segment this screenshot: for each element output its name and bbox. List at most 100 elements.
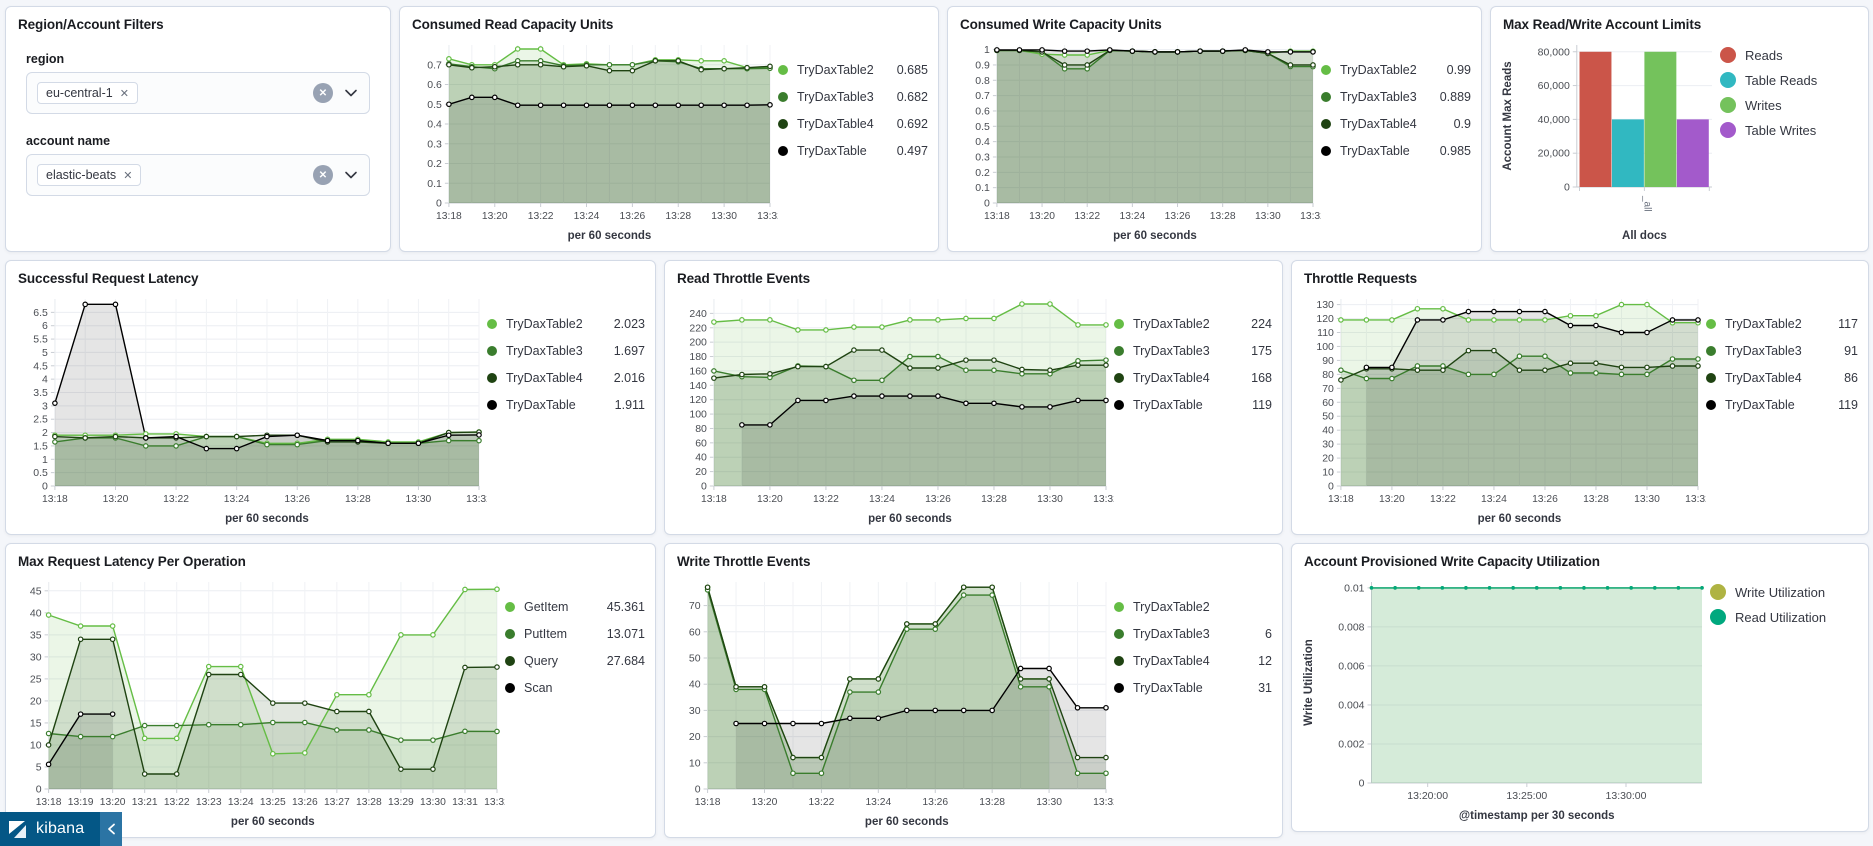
legend-item-scan[interactable]: Scan <box>505 681 645 695</box>
chart-plot-area[interactable]: 0 0.002 0.004 0.006 0.008 0.01 Write Utilizati… <box>1300 574 1710 825</box>
panel-max-read-write-account-limits: Max Read/Write Account Limits 0 20,000 40,0… <box>1490 6 1869 252</box>
legend-item-trydaxtable2[interactable]: TryDaxTable2 0.99 <box>1321 63 1471 77</box>
chart-plot-area[interactable]: 0 10 20 30 40 50 60 70 80 90 100 110 120 130 per 60 se… <box>1300 291 1706 528</box>
pill-label: elastic-beats <box>46 168 117 182</box>
account-name-combobox[interactable]: elastic-beats ✕ ✕ <box>26 154 370 196</box>
svg-text:45: 45 <box>30 585 42 597</box>
svg-text:All docs: All docs <box>1622 230 1667 242</box>
clear-selection-icon[interactable]: ✕ <box>313 83 333 103</box>
panel-title: Max Read/Write Account Limits <box>1503 17 1702 32</box>
legend-item-trydaxtable[interactable]: TryDaxTable 0.497 <box>778 144 928 158</box>
legend-item-trydaxtable4[interactable]: TryDaxTable4 0.9 <box>1321 117 1471 131</box>
legend-item-trydaxtable4[interactable]: TryDaxTable4 12 <box>1114 654 1272 668</box>
legend-label: Table Writes <box>1745 122 1817 138</box>
chart-plot-area[interactable]: 0 10 20 30 40 50 60 70 per 60 seconds 13:18 13:20 1… <box>673 574 1114 831</box>
svg-text:0: 0 <box>701 481 707 493</box>
pill-remove-icon[interactable]: ✕ <box>123 169 133 182</box>
svg-text:60,000: 60,000 <box>1538 80 1570 92</box>
svg-text:13:26: 13:26 <box>1532 494 1558 505</box>
chevron-down-icon[interactable] <box>343 167 359 183</box>
legend-item-trydaxtable2[interactable]: TryDaxTable2 117 <box>1706 317 1858 331</box>
legend-item-trydaxtable2[interactable]: TryDaxTable2 2.023 <box>487 317 645 331</box>
chart-plot-area[interactable]: 0 20 40 60 80 100 120 140 160 180 200 220 240 per 60 … <box>673 291 1114 528</box>
svg-text:60: 60 <box>689 626 701 638</box>
legend-item-table-writes[interactable]: Table Writes <box>1720 122 1858 138</box>
legend-item-trydaxtable[interactable]: TryDaxTable 119 <box>1706 398 1858 412</box>
legend-dot-icon <box>1114 319 1124 329</box>
legend-item-trydaxtable[interactable]: TryDaxTable 119 <box>1114 398 1272 412</box>
legend-dot-icon <box>1720 47 1736 63</box>
svg-text:0.1: 0.1 <box>427 178 442 190</box>
legend-dot-icon <box>1720 122 1736 138</box>
chevron-down-icon[interactable] <box>343 85 359 101</box>
svg-text:13:30: 13:30 <box>1255 211 1281 222</box>
svg-text:per 60 seconds: per 60 seconds <box>865 816 949 828</box>
svg-text:13:18: 13:18 <box>42 494 68 505</box>
svg-text:80: 80 <box>695 423 707 435</box>
legend-item-writes[interactable]: Writes <box>1720 97 1858 113</box>
legend-item-trydaxtable3[interactable]: TryDaxTable3 1.697 <box>487 344 645 358</box>
svg-text:13:20: 13:20 <box>100 797 126 808</box>
legend-item-trydaxtable[interactable]: TryDaxTable 1.911 <box>487 398 645 412</box>
legend-label: Write Utilization <box>1735 584 1826 600</box>
legend-item-trydaxtable4[interactable]: TryDaxTable4 168 <box>1114 371 1272 385</box>
svg-text:@timestamp per 30 seconds: @timestamp per 30 seconds <box>1459 810 1615 822</box>
clear-selection-icon[interactable]: ✕ <box>313 165 333 185</box>
legend-item-read-utilization[interactable]: Read Utilization <box>1710 609 1858 625</box>
legend-item-trydaxtable[interactable]: TryDaxTable 31 <box>1114 681 1272 695</box>
kibana-logo-icon[interactable] <box>0 812 34 846</box>
svg-text:5: 5 <box>42 347 48 359</box>
legend-item-trydaxtable4[interactable]: TryDaxTable4 86 <box>1706 371 1858 385</box>
legend-item-table-reads[interactable]: Table Reads <box>1720 72 1858 88</box>
account-selected-pill[interactable]: elastic-beats ✕ <box>37 164 142 186</box>
legend-dot-icon <box>778 146 788 156</box>
svg-text:0: 0 <box>1359 778 1365 790</box>
legend-item-trydaxtable3[interactable]: TryDaxTable3 0.682 <box>778 90 928 104</box>
svg-text:13:26: 13:26 <box>284 494 310 505</box>
legend-dot-icon <box>1114 373 1124 383</box>
legend-item-write-utilization[interactable]: Write Utilization <box>1710 584 1858 600</box>
svg-text:13:28: 13:28 <box>1210 211 1236 222</box>
legend-item-trydaxtable4[interactable]: TryDaxTable4 0.692 <box>778 117 928 131</box>
svg-text:70: 70 <box>689 600 701 612</box>
region-selected-pill[interactable]: eu-central-1 ✕ <box>37 82 138 104</box>
legend-item-trydaxtable2[interactable]: TryDaxTable2 <box>1114 600 1272 614</box>
legend-item-trydaxtable3[interactable]: TryDaxTable3 175 <box>1114 344 1272 358</box>
svg-text:13:24: 13:24 <box>865 797 891 808</box>
legend-item-trydaxtable3[interactable]: TryDaxTable3 91 <box>1706 344 1858 358</box>
legend-label: TryDaxTable2 <box>1725 317 1802 331</box>
legend-item-trydaxtable3[interactable]: TryDaxTable3 0.889 <box>1321 90 1471 104</box>
svg-text:0.006: 0.006 <box>1338 660 1364 672</box>
legend-item-trydaxtable2[interactable]: TryDaxTable2 224 <box>1114 317 1272 331</box>
svg-text:0.002: 0.002 <box>1338 738 1364 750</box>
legend-item-query[interactable]: Query 27.684 <box>505 654 645 668</box>
panel-consumed-write-capacity-units: Consumed Write Capacity Units 0 0.1 0.2 0.3 0… <box>947 6 1482 252</box>
field-label-account-name: account name <box>26 134 111 148</box>
legend-item-trydaxtable4[interactable]: TryDaxTable4 2.016 <box>487 371 645 385</box>
svg-text:0.01: 0.01 <box>1344 582 1365 594</box>
svg-text:per 60 seconds: per 60 seconds <box>568 230 652 242</box>
chart-plot-area[interactable]: 0 0.5 1 1.5 2 2.5 3 3.5 4 4.5 5 5.5 6 6.5 per 60 secon… <box>14 291 487 528</box>
chart-plot-area[interactable]: 0 0.1 0.2 0.3 0.4 0.5 0.6 0.7 per 60 seconds 13:1… <box>408 37 778 245</box>
chart-plot-area[interactable]: 0 20,000 40,000 60,000 80,000 Account Max Rea… <box>1499 37 1720 245</box>
legend-item-trydaxtable[interactable]: TryDaxTable 0.985 <box>1321 144 1471 158</box>
collapse-nav-icon[interactable] <box>100 812 123 846</box>
legend-label: TryDaxTable3 <box>506 344 583 358</box>
legend-item-trydaxtable2[interactable]: TryDaxTable2 0.685 <box>778 63 928 77</box>
legend-item-trydaxtable3[interactable]: TryDaxTable3 6 <box>1114 627 1272 641</box>
chart-plot-area[interactable]: 0 0.1 0.2 0.3 0.4 0.5 0.6 0.7 0.8 0.9 1 per 60 seco… <box>956 37 1321 245</box>
chart-plot-area[interactable]: 0 5 10 15 20 25 30 35 40 45 per 60 seconds 13:18 13:… <box>14 574 505 831</box>
svg-text:13:32: 13:32 <box>1093 797 1114 808</box>
svg-text:13:29: 13:29 <box>388 797 414 808</box>
legend-item-reads[interactable]: Reads <box>1720 47 1858 63</box>
chart-legend: Reads Table Reads Writes Table Writes <box>1720 37 1858 245</box>
legend-item-putitem[interactable]: PutItem 13.071 <box>505 627 645 641</box>
svg-text:120: 120 <box>1316 313 1334 325</box>
svg-text:20: 20 <box>30 695 42 707</box>
region-combobox[interactable]: eu-central-1 ✕ ✕ <box>26 72 370 114</box>
svg-text:40: 40 <box>695 452 707 464</box>
legend-item-getitem[interactable]: GetItem 45.361 <box>505 600 645 614</box>
svg-text:13:20: 13:20 <box>482 211 508 222</box>
pill-remove-icon[interactable]: ✕ <box>119 87 129 100</box>
